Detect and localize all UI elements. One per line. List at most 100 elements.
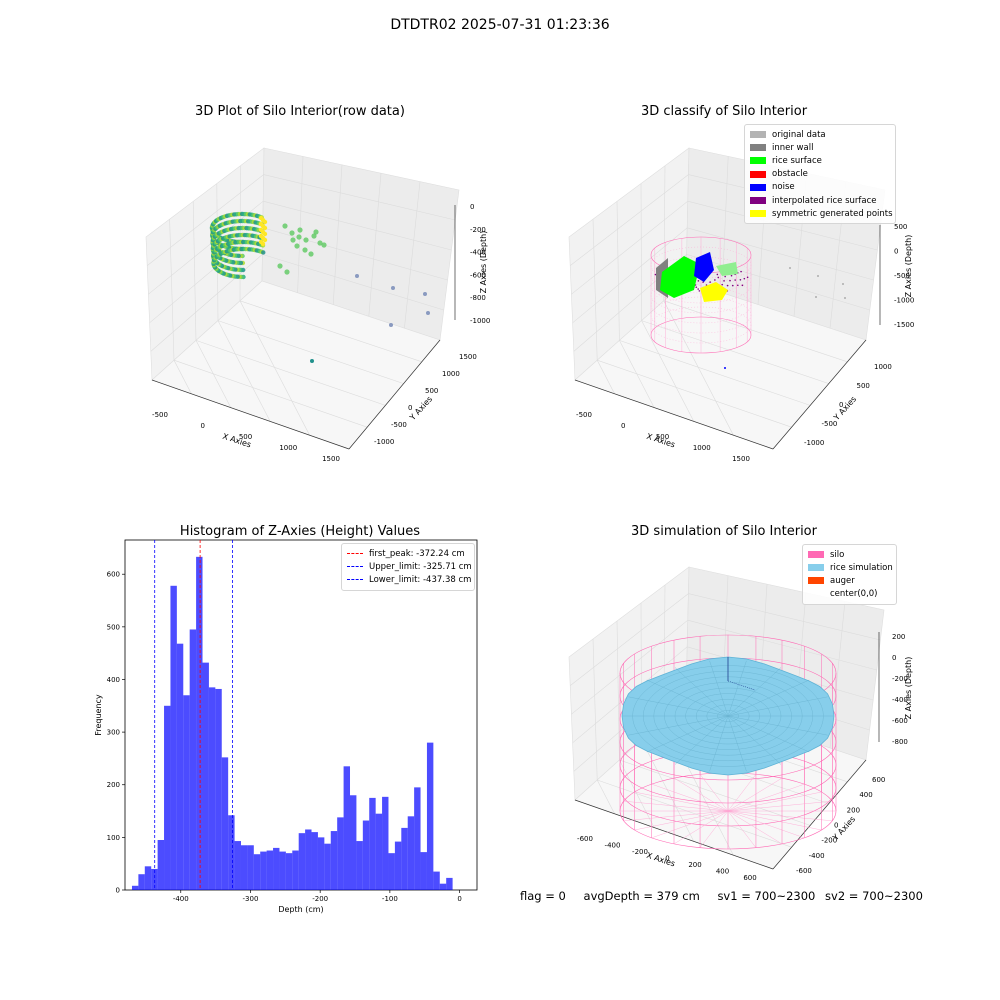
raw-grid-line <box>217 320 404 384</box>
raw-y-tick-label: 1000 <box>442 370 460 378</box>
classify-grid-line <box>571 200 688 295</box>
raw-grid-line <box>262 254 444 311</box>
raw-grid-line <box>217 320 271 422</box>
sim-grid-line <box>570 593 689 686</box>
classify-legend-item: noise <box>750 181 890 194</box>
histogram-bar <box>151 868 158 890</box>
classify-interpolated-point <box>723 280 725 282</box>
raw-grid-line <box>148 200 264 295</box>
sim-silo-floor-spoke <box>634 810 729 831</box>
histogram-bar <box>414 787 421 890</box>
legend-label: Lower_limit: -437.38 cm <box>369 574 472 585</box>
sim-grid-line <box>597 779 792 848</box>
classify-z-tick-label: -500 <box>894 272 910 280</box>
classify-grid-line <box>686 254 870 311</box>
raw-outlier-point <box>297 227 303 233</box>
classify-grid-line <box>572 227 688 324</box>
sim-axes3d: -600-400-2000200400600-600-400-200020040… <box>568 566 913 882</box>
sim-grid-line <box>592 638 598 781</box>
raw-stray-point <box>389 323 393 327</box>
legend-label: rice simulation <box>830 562 893 573</box>
histogram-bar <box>382 796 389 890</box>
sim-rice-mesh <box>727 715 828 736</box>
sim-rice-mesh <box>709 660 729 717</box>
raw-wall-point <box>262 225 268 231</box>
sim-grid-line <box>641 739 695 842</box>
histogram-legend-item: Lower_limit: -437.38 cm <box>347 573 472 586</box>
classify-interpolated-point <box>721 283 724 286</box>
classify-z-tick-label: -1500 <box>894 321 914 329</box>
sim-rice-mesh <box>727 715 747 772</box>
raw-outlier-point <box>303 237 309 243</box>
classify-y-tick-label: 500 <box>857 382 870 390</box>
raw-grid-line <box>173 359 368 428</box>
classify-grid-line <box>570 174 689 266</box>
raw-grid-line <box>239 300 310 436</box>
sim-rice-mesh <box>674 715 729 765</box>
classify-legend: original data inner wall rice surface obsta… <box>744 124 896 225</box>
histogram-bar <box>279 851 286 890</box>
raw-outlier-point <box>284 269 290 275</box>
histogram-x-tick-label: -200 <box>312 895 328 903</box>
histogram-bar <box>240 845 248 890</box>
histogram: -400 -300 -200 -100 0 0 100 200 300 400 500 600 Dept… <box>94 539 478 914</box>
legend-swatch <box>750 210 766 218</box>
raw-z-tick-label: -400 <box>470 249 486 257</box>
simulation-legend: silo rice simulation auger center(0,0) <box>802 544 897 605</box>
classify-x-tick-label: 500 <box>656 433 669 441</box>
histogram-bar <box>208 687 216 890</box>
sim-rice-mesh <box>709 715 729 772</box>
legend-swatch <box>750 170 766 178</box>
raw-y-tick-label: 500 <box>425 387 438 395</box>
raw-grid-line <box>239 300 422 363</box>
sim-silo-floor-spoke <box>727 810 783 845</box>
sim-rice-mesh <box>646 679 729 717</box>
sim-x-tick-label: -600 <box>577 835 593 843</box>
raw-outlier-point <box>277 263 283 269</box>
classify-grid-line <box>640 183 642 321</box>
classify-stray-point <box>842 283 844 285</box>
histogram-bar <box>394 841 402 890</box>
classify-interpolated-point <box>724 275 726 278</box>
classify-interpolated-point <box>702 281 704 283</box>
sim-silo-floor-spoke <box>727 777 783 812</box>
classify-legend-item: inner wall <box>750 141 890 154</box>
histogram-bar <box>317 837 325 890</box>
classify-grid-line <box>663 300 734 436</box>
histogram-bar <box>215 688 222 890</box>
histogram-bar <box>375 813 383 890</box>
raw-stray-point <box>310 359 314 363</box>
raw-y-tick-label: 0 <box>408 404 412 412</box>
sim-y-tick-label: 600 <box>872 776 885 784</box>
raw-y-tick-label: -500 <box>391 421 407 429</box>
raw-grid-line <box>262 227 448 281</box>
classify-legend-item: original data <box>750 128 890 141</box>
classify-z-tick-label: 0 <box>894 248 898 256</box>
histogram-title: Histogram of Z-Axies (Height) Values <box>179 524 421 539</box>
histogram-bar <box>401 827 408 890</box>
histogram-bar <box>426 742 434 890</box>
sim-grid-line <box>619 759 655 828</box>
sim-rice-mesh <box>646 715 729 753</box>
legend-swatch <box>750 157 766 165</box>
legend-label: inner wall <box>772 142 814 153</box>
histogram-bar <box>285 853 293 890</box>
classify-stray-point <box>817 275 819 277</box>
classify-legend-item: obstacle <box>750 168 890 181</box>
histogram-bar <box>337 817 344 890</box>
sim-y-axis-line <box>772 759 867 870</box>
histogram-x-tick-label: -300 <box>243 895 259 903</box>
legend-label: noise <box>772 182 795 193</box>
raw-axes3d: -500 0 500 1000 1500 -1000 -500 0 500 1000 1500 0 -2… <box>145 147 490 463</box>
sim-silo-floor-spoke <box>699 810 729 848</box>
histogram-bar <box>298 833 306 890</box>
histogram-bar <box>228 815 235 890</box>
sim-z-tick-label: 0 <box>892 654 896 662</box>
classify-interpolated-point <box>726 284 729 287</box>
sim-x-tick-label: 600 <box>743 874 756 882</box>
raw-stray-point <box>426 311 430 315</box>
raw-grid-line <box>147 174 264 266</box>
raw-z-tick-label: 0 <box>470 203 474 211</box>
histogram-bar <box>196 556 203 890</box>
classify-grid-line <box>687 227 874 281</box>
